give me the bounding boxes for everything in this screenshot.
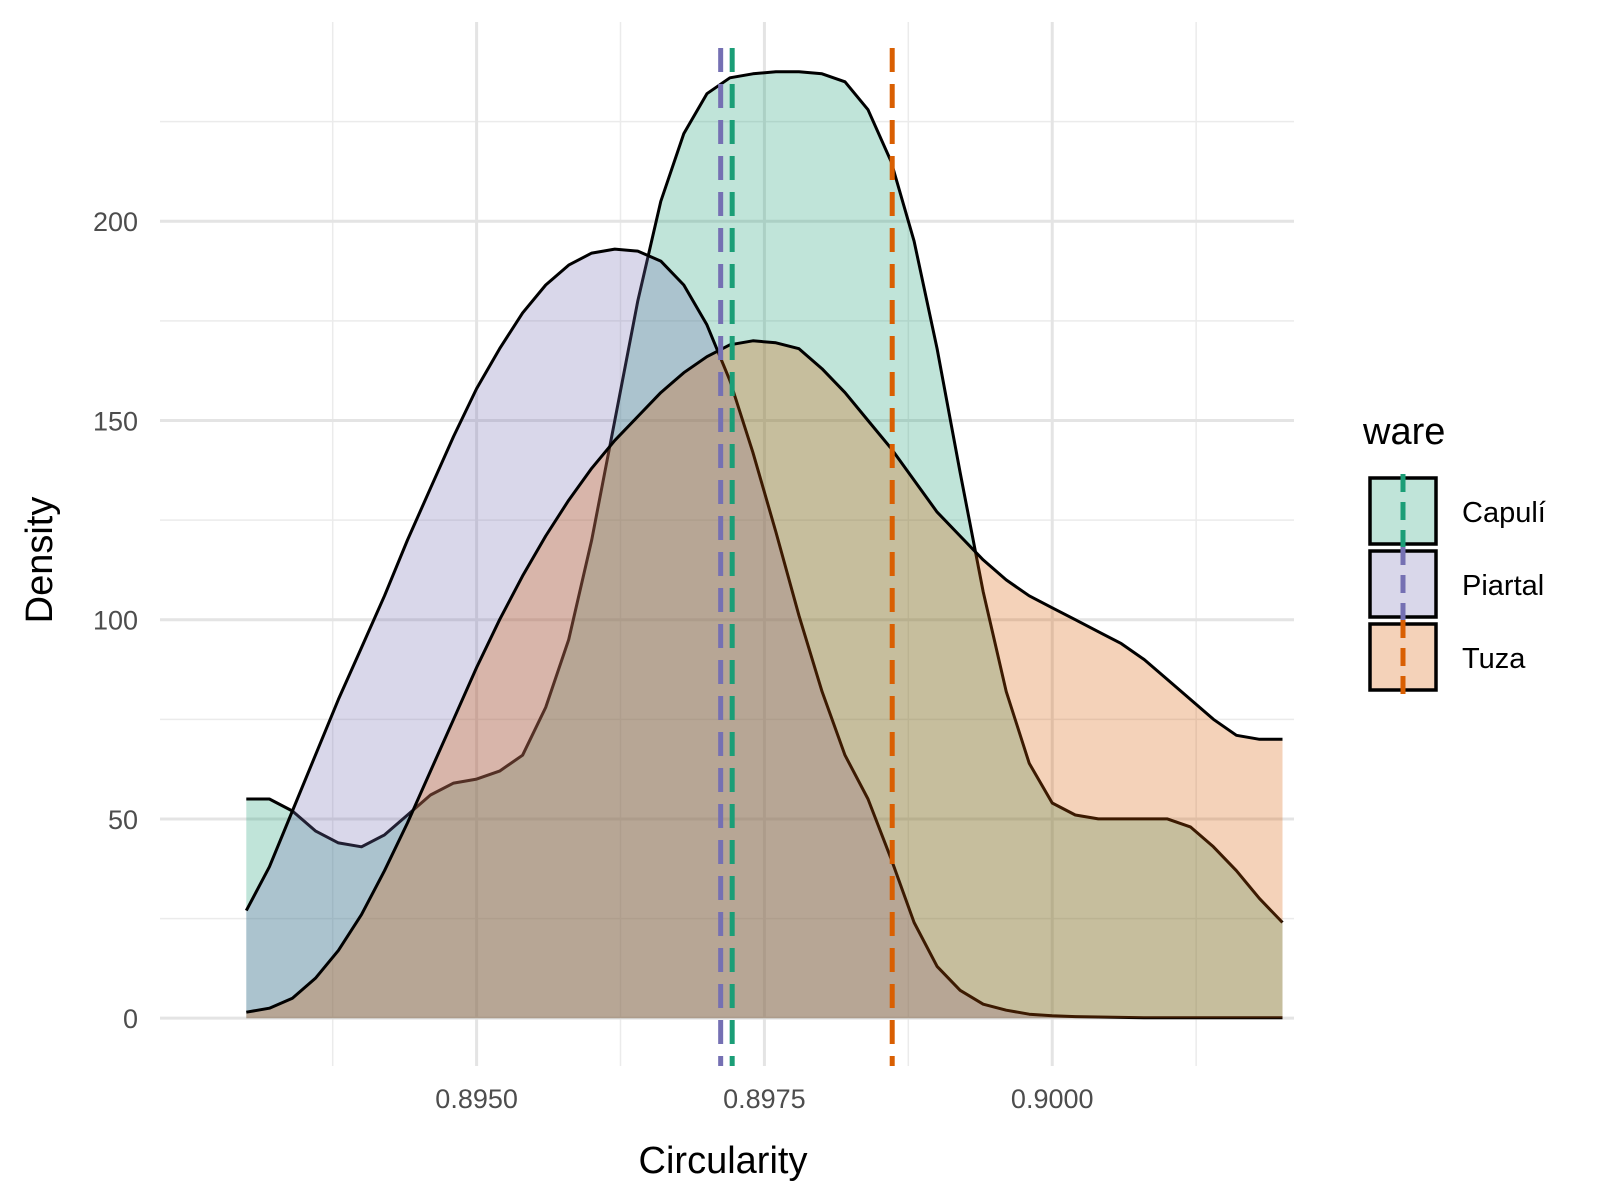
legend: ware Capulí Piartal Tuza	[1362, 411, 1546, 694]
legend-label: Piartal	[1462, 570, 1544, 602]
x-tick-label: 0.8950	[435, 1084, 518, 1114]
legend-item: Tuza	[1368, 620, 1526, 694]
y-tick-label: 100	[93, 606, 138, 636]
y-tick-label: 150	[93, 406, 138, 436]
y-tick-label: 50	[108, 805, 138, 835]
legend-item: Capulí	[1368, 474, 1546, 548]
density-area-tuza	[246, 340, 1283, 1019]
density-area-capuli	[246, 71, 1283, 1019]
y-tick-label: 200	[93, 207, 138, 237]
y-axis-title: Density	[19, 497, 61, 624]
density-curve-piartal	[244, 247, 1283, 1020]
mean-lines	[718, 48, 895, 1066]
legend-items: Capulí Piartal Tuza	[1368, 474, 1546, 694]
density-areas	[244, 70, 1284, 1020]
density-curve-capuli	[246, 70, 1284, 924]
x-tick-labels: 0.8950 0.8975 0.9000	[435, 1084, 1093, 1114]
minor-gridlines	[160, 22, 1294, 1066]
x-tick-label: 0.8975	[723, 1084, 806, 1114]
legend-title: ware	[1362, 411, 1445, 453]
y-tick-labels: 0 50 100 150 200	[93, 207, 138, 1034]
legend-label: Capulí	[1462, 497, 1546, 529]
legend-item: Piartal	[1368, 547, 1544, 621]
density-curve-tuza	[246, 339, 1283, 1014]
x-tick-label: 0.9000	[1011, 1084, 1094, 1114]
legend-label: Tuza	[1462, 643, 1526, 675]
density-area-piartal	[246, 249, 1283, 1019]
x-axis-title: Circularity	[639, 1140, 808, 1182]
y-tick-label: 0	[123, 1004, 138, 1034]
